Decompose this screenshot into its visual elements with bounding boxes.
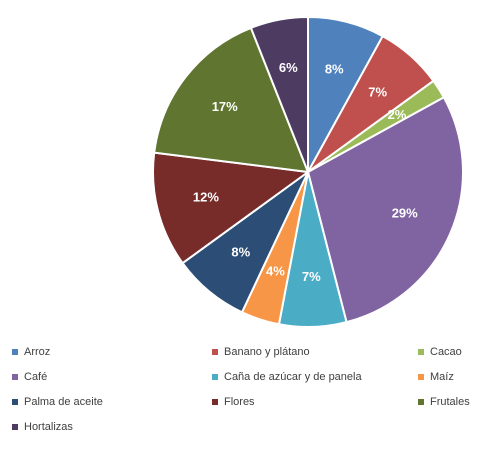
- data-label: 12%: [193, 190, 219, 205]
- legend-swatch: [12, 399, 18, 405]
- legend-swatch: [12, 374, 18, 380]
- pie-slice: [152, 151, 311, 265]
- legend-label: Frutales: [430, 396, 470, 408]
- legend-label: Café: [24, 371, 47, 383]
- data-label: 8%: [325, 61, 344, 76]
- legend-label: Hortalizas: [24, 421, 73, 433]
- pie-slice: [306, 95, 464, 324]
- legend-label: Arroz: [24, 346, 50, 358]
- legend-label: Banano y plátano: [224, 346, 310, 358]
- legend-swatch: [212, 399, 218, 405]
- legend-swatch: [418, 349, 424, 355]
- data-label: 8%: [231, 245, 250, 260]
- data-label: 17%: [212, 99, 238, 114]
- pie-slice: [153, 26, 310, 174]
- data-label: 7%: [302, 269, 321, 284]
- legend-swatch: [418, 374, 424, 380]
- pie-slice: [249, 15, 309, 173]
- data-label: 2%: [388, 107, 407, 122]
- data-label: 7%: [368, 84, 387, 99]
- data-label: 29%: [392, 205, 418, 220]
- data-label: 6%: [279, 60, 298, 75]
- legend-swatch: [12, 349, 18, 355]
- legend-label: Maíz: [430, 371, 454, 383]
- legend-label: Cacao: [430, 346, 462, 358]
- data-label: 4%: [266, 264, 285, 279]
- legend-swatch: [418, 399, 424, 405]
- legend-label: Flores: [224, 396, 255, 408]
- legend-swatch: [212, 374, 218, 380]
- legend-swatch: [12, 424, 18, 430]
- legend-label: Caña de azúcar y de panela: [224, 371, 362, 383]
- legend-label: Palma de aceite: [24, 396, 103, 408]
- legend-swatch: [212, 349, 218, 355]
